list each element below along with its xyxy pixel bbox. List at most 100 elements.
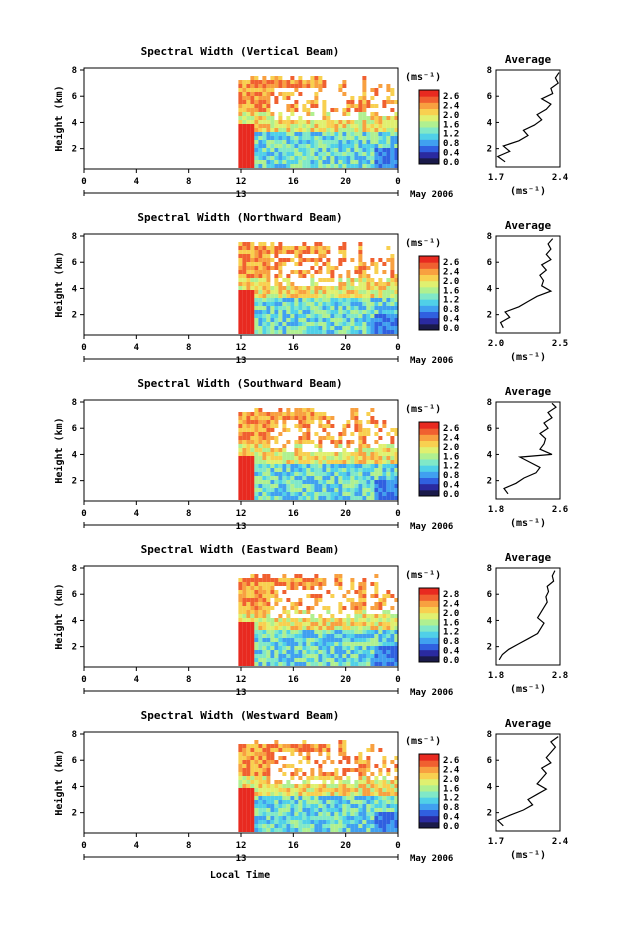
heatmap-cell xyxy=(298,456,303,460)
heatmap-cell xyxy=(278,816,283,820)
heatmap-cell xyxy=(282,124,287,128)
heatmap-cell xyxy=(266,788,271,792)
heatmap-cell xyxy=(270,808,275,812)
heatmap-cell xyxy=(254,748,259,752)
x-tick-label: 20 xyxy=(340,343,351,353)
heatmap-cell xyxy=(382,622,387,626)
heatmap-cell xyxy=(262,808,267,812)
heatmap-cell xyxy=(294,144,299,148)
heatmap-cell xyxy=(366,448,371,452)
heatmap-cell xyxy=(366,116,371,120)
heatmap-cell xyxy=(270,662,275,666)
heatmap-cell xyxy=(270,152,275,156)
heatmap-cell xyxy=(342,456,347,460)
heatmap-cell xyxy=(274,492,279,496)
heatmap-cell xyxy=(306,294,311,298)
heatmap-cell xyxy=(346,638,351,642)
heatmap-cell xyxy=(250,614,255,618)
heatmap-cell xyxy=(390,440,395,444)
heatmap-cell xyxy=(326,298,331,302)
heatmap-cell xyxy=(298,776,303,780)
heatmap-cell xyxy=(350,788,355,792)
heatmap-cell xyxy=(274,124,279,128)
heatmap-cell xyxy=(394,654,399,658)
heatmap-cell xyxy=(278,152,283,156)
heatmap-cell xyxy=(394,662,399,666)
heatmap-cell xyxy=(390,322,395,326)
heatmap-cell xyxy=(322,622,327,626)
heatmap-cell xyxy=(238,128,243,132)
heatmap-cell xyxy=(274,788,279,792)
heatmap-cell xyxy=(362,274,367,278)
heatmap-cell xyxy=(266,286,271,290)
heatmap-cell xyxy=(386,148,391,152)
heatmap-cell xyxy=(306,630,311,634)
heatmap-cell xyxy=(318,650,323,654)
heatmap-cell xyxy=(278,250,283,254)
heatmap-cell xyxy=(262,124,267,128)
heatmap-cell xyxy=(270,306,275,310)
heatmap-cell xyxy=(290,820,295,824)
heatmap-cell xyxy=(362,582,367,586)
heatmap-cell xyxy=(258,432,263,436)
heatmap-cell xyxy=(286,452,291,456)
heatmap-cell xyxy=(370,160,375,164)
heatmap-cell xyxy=(326,314,331,318)
heatmap-cell xyxy=(238,88,243,92)
heatmap-cell xyxy=(322,796,327,800)
heatmap-cell xyxy=(358,828,363,832)
heatmap-cell xyxy=(282,310,287,314)
heatmap-cell xyxy=(270,456,275,460)
heatmap-cell xyxy=(266,310,271,314)
y-axis-label: Height (km) xyxy=(53,749,65,815)
heatmap-cell xyxy=(310,582,315,586)
heatmap-cell xyxy=(238,622,243,626)
heatmap-cell xyxy=(354,128,359,132)
heatmap-cell xyxy=(366,124,371,128)
heatmap-cell xyxy=(250,274,255,278)
heatmap-cell xyxy=(354,654,359,658)
heatmap-cell xyxy=(250,116,255,120)
heatmap-cell xyxy=(338,582,343,586)
heatmap-cell xyxy=(314,444,319,448)
heatmap-cell xyxy=(266,452,271,456)
heatmap-cell xyxy=(358,120,363,124)
heatmap-cell xyxy=(358,104,363,108)
heatmap-cell xyxy=(374,266,379,270)
heatmap-cell xyxy=(262,602,267,606)
heatmap-cell xyxy=(278,812,283,816)
colorbar-swatch xyxy=(419,784,439,792)
heatmap-cell xyxy=(370,654,375,658)
heatmap-cell xyxy=(274,282,279,286)
heatmap-cell xyxy=(350,638,355,642)
avg-y-tick-label: 6 xyxy=(487,258,492,268)
heatmap-cell xyxy=(262,638,267,642)
heatmap-cell xyxy=(246,816,251,820)
heatmap-cell xyxy=(242,100,247,104)
heatmap-cell xyxy=(250,582,255,586)
heatmap-cell xyxy=(378,598,383,602)
heatmap-cell xyxy=(382,330,387,334)
heatmap-cell xyxy=(334,492,339,496)
heatmap-cell xyxy=(238,776,243,780)
heatmap-cell xyxy=(346,310,351,314)
heatmap-cell xyxy=(294,642,299,646)
heatmap-cell xyxy=(374,574,379,578)
heatmap-cell xyxy=(382,638,387,642)
heatmap-cell xyxy=(362,310,367,314)
heatmap-cell xyxy=(246,662,251,666)
heatmap-cell xyxy=(342,768,347,772)
heatmap-cell xyxy=(306,788,311,792)
heatmap-cell xyxy=(270,164,275,168)
heatmap-cell xyxy=(378,148,383,152)
heatmap-cell xyxy=(378,480,383,484)
heatmap-cell xyxy=(326,484,331,488)
heatmap-cell xyxy=(326,294,331,298)
heatmap-cell xyxy=(266,278,271,282)
heatmap-cell xyxy=(298,128,303,132)
heatmap-cell xyxy=(382,152,387,156)
heatmap-cell xyxy=(282,788,287,792)
colorbar-frame xyxy=(418,421,440,497)
heatmap-cell xyxy=(306,460,311,464)
heatmap-cell xyxy=(282,302,287,306)
